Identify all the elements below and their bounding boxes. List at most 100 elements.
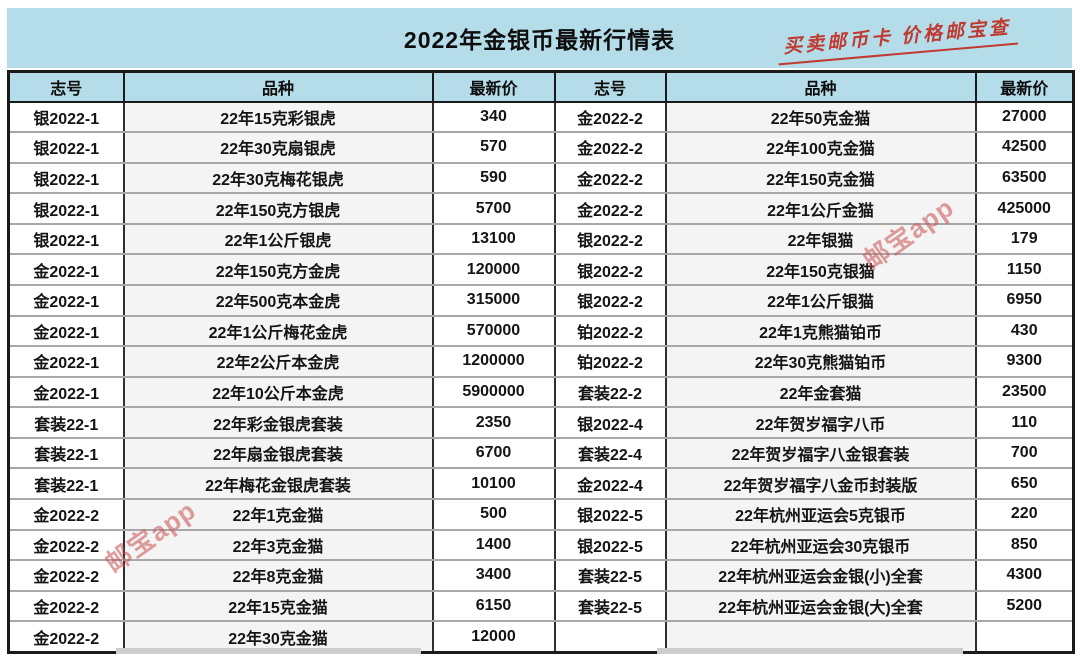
cell-pinzhong: 22年贺岁福字八金币封装版 <box>664 467 977 501</box>
table-row: 金2022-2 22年3克金猫 1400 银2022-5 22年杭州亚运会30克银币 85… <box>7 528 1075 562</box>
cell-zhihao: 金2022-2 <box>7 559 125 592</box>
table-row: 套装22-1 22年彩金银虎套装 2350 银2022-4 22年贺岁福字八币 110 <box>7 406 1075 439</box>
cell-price: 6700 <box>431 436 556 470</box>
cell-price: 3400 <box>431 559 556 592</box>
column-header: 志号 <box>553 70 667 103</box>
cell-pinzhong: 22年1公斤银猫 <box>664 283 977 317</box>
cell-pinzhong: 22年150克银猫 <box>664 253 977 286</box>
cell-zhihao: 金2022-2 <box>553 161 667 195</box>
cell-zhihao: 银2022-1 <box>7 222 125 256</box>
table-row: 银2022-1 22年1公斤银虎 13100 银2022-2 22年银猫 179 <box>7 222 1075 256</box>
cell-zhihao: 金2022-1 <box>7 253 125 286</box>
table-row: 银2022-1 22年15克彩银虎 340 金2022-2 22年50克金猫 27000 <box>7 100 1075 134</box>
table-row: 银2022-1 22年150克方银虎 5700 金2022-2 22年1公斤金猫 4250… <box>7 192 1075 225</box>
cell-pinzhong: 22年金套猫 <box>664 375 977 409</box>
cell-pinzhong: 22年杭州亚运会金银(小)全套 <box>664 559 977 592</box>
cell-pinzhong: 22年银猫 <box>664 222 977 256</box>
cell-price: 220 <box>974 498 1075 531</box>
cell-pinzhong: 22年杭州亚运会5克银币 <box>664 498 977 531</box>
cell-price: 850 <box>974 528 1075 562</box>
cell-price: 6150 <box>431 589 556 623</box>
cell-pinzhong: 22年梅花金银虎套装 <box>122 467 434 501</box>
promo-annotation: 买卖邮币卡 价格邮宝查 <box>775 11 1018 66</box>
cell-zhihao: 金2022-4 <box>553 467 667 501</box>
cell-pinzhong: 22年15克金猫 <box>122 589 434 623</box>
cell-pinzhong: 22年30克扇银虎 <box>122 131 434 164</box>
cell-price: 650 <box>974 467 1075 501</box>
column-header: 最新价 <box>431 70 556 103</box>
cell-price: 570 <box>431 131 556 164</box>
cell-price: 42500 <box>974 131 1075 164</box>
cell-zhihao: 银2022-4 <box>553 406 667 439</box>
cell-pinzhong: 22年1公斤银虎 <box>122 222 434 256</box>
table-body: 银2022-1 22年15克彩银虎 340 金2022-2 22年50克金猫 27000 银… <box>7 100 1075 654</box>
cell-pinzhong: 22年500克本金虎 <box>122 283 434 317</box>
cell-zhihao: 金2022-1 <box>7 345 125 378</box>
cell-pinzhong: 22年150克方银虎 <box>122 192 434 225</box>
cell-zhihao: 套装22-5 <box>553 559 667 592</box>
shadow-strip <box>116 648 421 654</box>
cell-zhihao: 金2022-2 <box>7 589 125 623</box>
cell-zhihao: 金2022-2 <box>553 131 667 164</box>
page-title: 2022年金银币最新行情表 <box>403 27 676 53</box>
cell-price: 500 <box>431 498 556 531</box>
cell-zhihao <box>553 620 667 654</box>
table-row: 银2022-1 22年30克梅花银虎 590 金2022-2 22年150克金猫 6350… <box>7 161 1075 195</box>
cell-zhihao: 金2022-1 <box>7 375 125 409</box>
cell-pinzhong: 22年1克熊猫铂币 <box>664 314 977 348</box>
cell-price: 590 <box>431 161 556 195</box>
cell-pinzhong: 22年1公斤金猫 <box>664 192 977 225</box>
cell-price: 179 <box>974 222 1075 256</box>
cell-price: 110 <box>974 406 1075 439</box>
cell-pinzhong <box>664 620 977 654</box>
cell-price: 63500 <box>974 161 1075 195</box>
table-row: 金2022-2 22年8克金猫 3400 套装22-5 22年杭州亚运会金银(小)全套 4… <box>7 559 1075 592</box>
cell-zhihao: 银2022-2 <box>553 222 667 256</box>
cell-zhihao: 套装22-1 <box>7 436 125 470</box>
cell-zhihao: 金2022-2 <box>553 192 667 225</box>
table-row: 金2022-1 22年500克本金虎 315000 银2022-2 22年1公斤银猫 69… <box>7 283 1075 317</box>
cell-zhihao: 银2022-1 <box>7 192 125 225</box>
cell-pinzhong: 22年30克梅花银虎 <box>122 161 434 195</box>
table-row: 金2022-2 22年15克金猫 6150 套装22-5 22年杭州亚运会金银(大)全套… <box>7 589 1075 623</box>
cell-zhihao: 套装22-1 <box>7 406 125 439</box>
cell-zhihao: 金2022-1 <box>7 283 125 317</box>
cell-price: 5900000 <box>431 375 556 409</box>
cell-zhihao: 银2022-5 <box>553 528 667 562</box>
cell-zhihao: 银2022-1 <box>7 131 125 164</box>
column-header: 志号 <box>7 70 125 103</box>
cell-zhihao: 套装22-1 <box>7 467 125 501</box>
table-row: 金2022-2 22年30克金猫 12000 <box>7 620 1075 654</box>
cell-pinzhong: 22年2公斤本金虎 <box>122 345 434 378</box>
price-sheet: 2022年金银币最新行情表 买卖邮币卡 价格邮宝查 志号 品种 最新价 志号 品种 最新价… <box>7 8 1075 654</box>
cell-pinzhong: 22年1公斤梅花金虎 <box>122 314 434 348</box>
cell-zhihao: 金2022-2 <box>553 100 667 134</box>
cell-price: 9300 <box>974 345 1075 378</box>
cell-zhihao: 金2022-2 <box>7 528 125 562</box>
cell-price: 2350 <box>431 406 556 439</box>
cell-zhihao: 银2022-1 <box>7 100 125 134</box>
cell-zhihao: 套装22-2 <box>553 375 667 409</box>
cell-pinzhong: 22年15克彩银虎 <box>122 100 434 134</box>
cell-zhihao: 银2022-2 <box>553 253 667 286</box>
cell-zhihao: 银2022-1 <box>7 161 125 195</box>
cell-price: 4300 <box>974 559 1075 592</box>
cell-zhihao: 金2022-2 <box>7 620 125 654</box>
shadow-strip <box>657 648 963 654</box>
cell-pinzhong: 22年3克金猫 <box>122 528 434 562</box>
cell-price <box>974 620 1075 654</box>
cell-zhihao: 铂2022-2 <box>553 314 667 348</box>
cell-price: 120000 <box>431 253 556 286</box>
cell-price: 430 <box>974 314 1075 348</box>
cell-pinzhong: 22年150克方金虎 <box>122 253 434 286</box>
cell-price: 315000 <box>431 283 556 317</box>
cell-price: 12000 <box>431 620 556 654</box>
cell-pinzhong: 22年贺岁福字八币 <box>664 406 977 439</box>
cell-pinzhong: 22年贺岁福字八金银套装 <box>664 436 977 470</box>
column-header: 品种 <box>122 70 434 103</box>
cell-pinzhong: 22年50克金猫 <box>664 100 977 134</box>
cell-pinzhong: 22年杭州亚运会30克银币 <box>664 528 977 562</box>
cell-pinzhong: 22年150克金猫 <box>664 161 977 195</box>
cell-pinzhong: 22年10公斤本金虎 <box>122 375 434 409</box>
cell-zhihao: 金2022-1 <box>7 314 125 348</box>
